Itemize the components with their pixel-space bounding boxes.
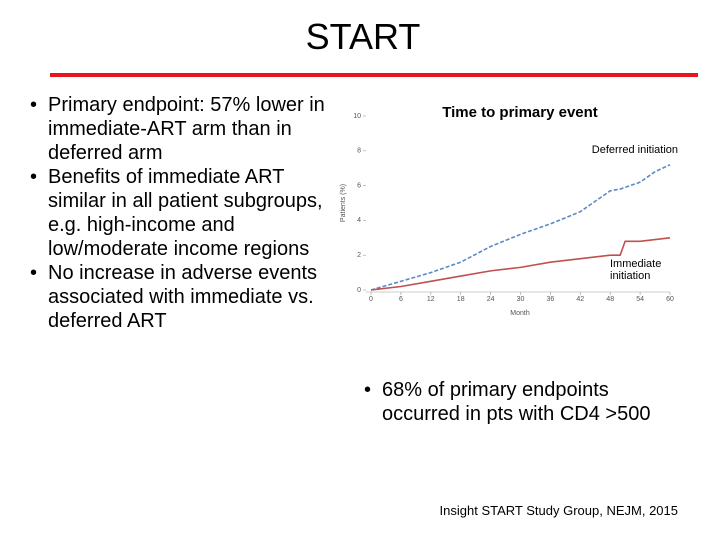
y-tick-label: 10 bbox=[353, 113, 361, 120]
x-tick-label: 36 bbox=[547, 296, 555, 303]
x-tick-label: 12 bbox=[427, 296, 435, 303]
bullet: Primary endpoint: 57% lower in immediate… bbox=[30, 93, 330, 165]
series-line bbox=[370, 163, 671, 291]
x-tick-label: 42 bbox=[576, 296, 584, 303]
chart-title: Time to primary event bbox=[442, 104, 598, 121]
x-tick-label: 30 bbox=[517, 296, 525, 303]
x-tick-label: 18 bbox=[457, 296, 465, 303]
y-axis-label: Patients (%) bbox=[340, 184, 347, 222]
bullet: 68% of primary endpoints occurred in pts… bbox=[364, 378, 674, 426]
bullet-list: Primary endpoint: 57% lower in immediate… bbox=[30, 93, 330, 333]
bullet-list: 68% of primary endpoints occurred in pts… bbox=[364, 378, 674, 426]
y-tick-label: 4 bbox=[357, 217, 361, 224]
bullet: Benefits of immediate ART similar in all… bbox=[30, 165, 330, 261]
x-tick-label: 48 bbox=[606, 296, 614, 303]
slide-title: START bbox=[305, 16, 421, 57]
y-tick-label: 8 bbox=[357, 148, 361, 155]
x-axis-label: Month bbox=[510, 310, 530, 317]
citation: Insight START Study Group, NEJM, 2015 bbox=[439, 503, 678, 518]
x-tick-label: 54 bbox=[636, 296, 644, 303]
y-tick-label: 0 bbox=[357, 287, 361, 294]
x-tick-label: 6 bbox=[399, 296, 403, 303]
series-label: Immediate initiation bbox=[610, 258, 662, 282]
y-tick-label: 2 bbox=[357, 252, 361, 259]
bullet: No increase in adverse events associated… bbox=[30, 261, 330, 333]
x-tick-label: 60 bbox=[666, 296, 674, 303]
series-label: Deferred initiation bbox=[592, 144, 678, 156]
x-tick-label: 24 bbox=[487, 296, 495, 303]
y-tick-label: 6 bbox=[357, 182, 361, 189]
series-line bbox=[370, 237, 671, 291]
x-tick-label: 0 bbox=[369, 296, 373, 303]
